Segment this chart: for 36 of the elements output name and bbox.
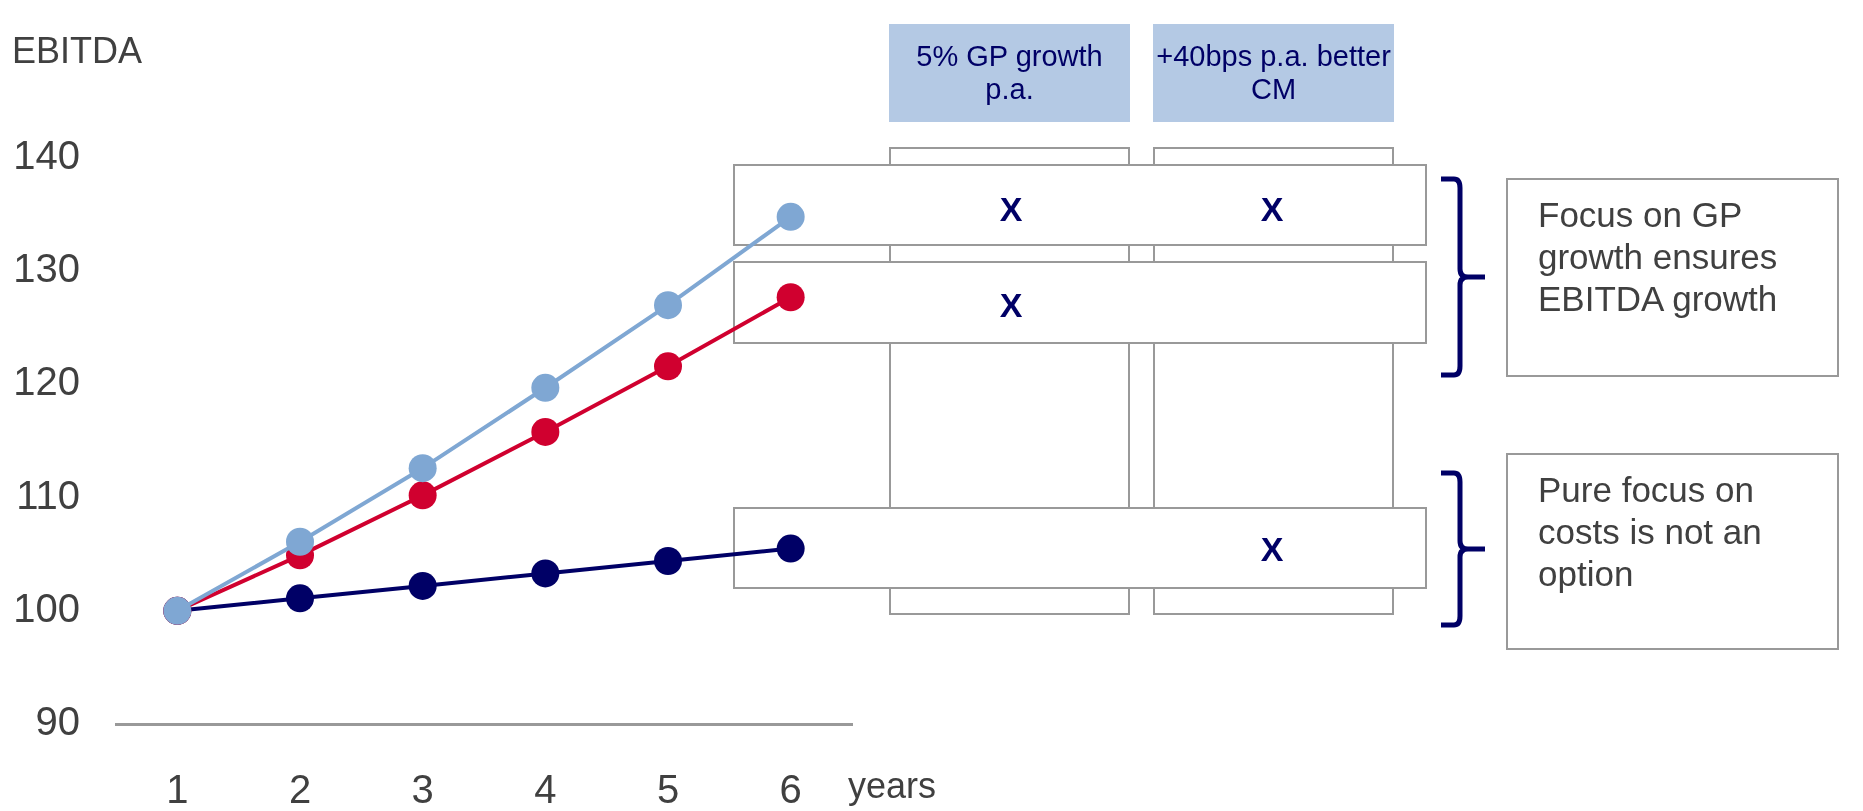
text: 5% GP growth p.a. bbox=[889, 24, 1130, 122]
x-tick-label: 5 bbox=[656, 767, 680, 811]
y-tick-label: 130 bbox=[13, 246, 80, 291]
x-tick-label: 4 bbox=[534, 767, 557, 811]
y-tick-label: 90 bbox=[35, 699, 80, 744]
point bbox=[654, 546, 682, 575]
point bbox=[776, 202, 805, 231]
point bbox=[776, 283, 805, 312]
text: Pure focus on costs is not an option bbox=[1506, 453, 1839, 650]
x-tick-label: 2 bbox=[288, 767, 312, 811]
x-tick-label: 1 bbox=[166, 767, 189, 811]
y-tick-label: 100 bbox=[13, 585, 80, 630]
y-tick-label: 120 bbox=[13, 359, 80, 404]
y-axis-title: EBITDA bbox=[12, 29, 143, 71]
x-axis-title: years bbox=[848, 764, 937, 806]
text: +40bps p.a. better CM bbox=[1153, 24, 1394, 122]
point bbox=[654, 291, 682, 320]
point bbox=[776, 534, 805, 563]
y-tick-label: 110 bbox=[16, 472, 80, 517]
x-tick-label: 3 bbox=[411, 767, 434, 811]
point bbox=[531, 559, 560, 588]
text: X bbox=[1260, 529, 1284, 569]
text: X bbox=[999, 285, 1023, 325]
point bbox=[408, 481, 437, 510]
point bbox=[531, 417, 560, 446]
x-tick-label: 6 bbox=[779, 767, 802, 811]
point bbox=[408, 571, 437, 600]
point bbox=[408, 454, 437, 483]
y-tick-label: 140 bbox=[13, 133, 80, 178]
point bbox=[286, 527, 314, 556]
text: X bbox=[1260, 189, 1284, 229]
text: Focus on GP growth ensures EBITDA growth bbox=[1506, 178, 1839, 377]
point bbox=[286, 584, 314, 613]
point bbox=[654, 352, 682, 381]
point bbox=[531, 373, 560, 402]
text: X bbox=[999, 189, 1023, 229]
